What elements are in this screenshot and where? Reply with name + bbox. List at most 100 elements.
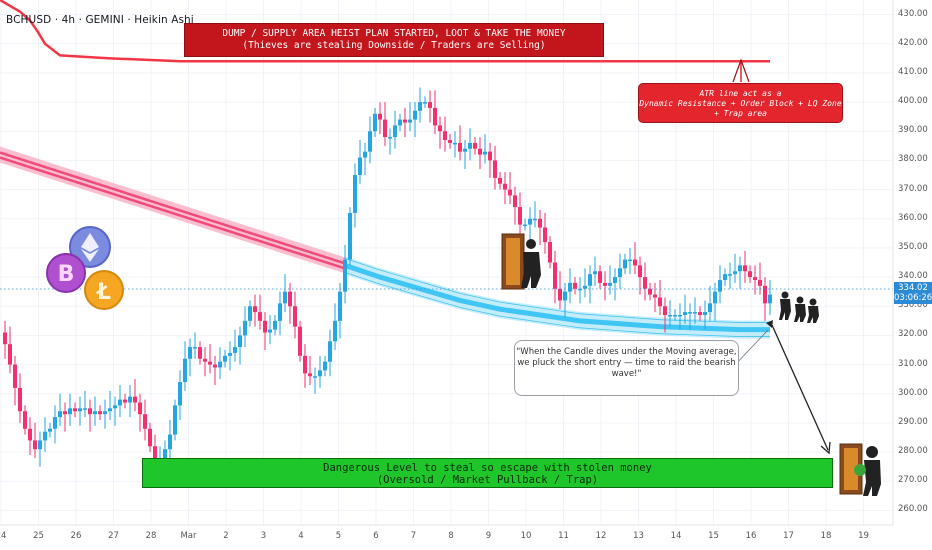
bullish-candle bbox=[483, 151, 487, 155]
y-tick-label: 330.00 bbox=[898, 300, 928, 311]
bearish-candle bbox=[153, 446, 157, 464]
ma-band bbox=[345, 256, 770, 339]
y-tick-label: 390.00 bbox=[898, 125, 928, 136]
bearish-candle bbox=[3, 332, 7, 345]
bearish-candle bbox=[123, 399, 127, 403]
bearish-candle bbox=[553, 262, 557, 289]
bullish-candle bbox=[688, 312, 692, 314]
bearish-candle bbox=[133, 396, 137, 403]
bullish-candle bbox=[613, 277, 617, 283]
bearish-candle bbox=[503, 183, 507, 190]
door-panel bbox=[506, 238, 520, 285]
bearish-candle bbox=[33, 440, 37, 450]
candles bbox=[3, 87, 772, 482]
bullish-candle bbox=[93, 411, 97, 415]
bearish-candle bbox=[138, 402, 142, 415]
bitcoin-glyph-icon: B bbox=[58, 262, 75, 287]
bullish-candle bbox=[413, 110, 417, 120]
bullish-candle bbox=[723, 274, 727, 280]
bearish-candle bbox=[513, 195, 517, 208]
bullish-candle bbox=[628, 259, 632, 262]
bearish-candle bbox=[643, 277, 647, 289]
bearish-candle bbox=[213, 364, 217, 368]
bearish-candle bbox=[258, 312, 262, 321]
bullish-candle bbox=[338, 291, 342, 321]
atr-polyline bbox=[0, 0, 770, 63]
bearish-candle bbox=[63, 411, 67, 415]
bullish-candle bbox=[673, 315, 677, 317]
bullish-candle bbox=[223, 355, 227, 362]
current-price-value: 334.02 bbox=[898, 283, 928, 293]
bearish-candle bbox=[648, 288, 652, 295]
bitcoin-coin-icon bbox=[46, 253, 86, 293]
y-tick-label: 360.00 bbox=[898, 212, 928, 223]
bullish-candle bbox=[118, 399, 122, 406]
bullish-candle bbox=[608, 282, 612, 286]
x-tick-label: 25 bbox=[33, 531, 44, 541]
bullish-candle bbox=[43, 431, 47, 441]
x-tick-label: 17 bbox=[783, 531, 794, 541]
bullish-candle bbox=[178, 382, 182, 406]
bearish-candle bbox=[548, 242, 552, 263]
bullish-candle bbox=[173, 405, 177, 435]
bearish-candle bbox=[493, 160, 497, 178]
bullish-candle bbox=[78, 408, 82, 412]
x-tick-label: 11 bbox=[558, 531, 569, 541]
bullish-candle bbox=[368, 131, 372, 152]
x-tick-label: 18 bbox=[820, 531, 832, 541]
bearish-candle bbox=[753, 277, 757, 280]
bearish-candle bbox=[23, 411, 27, 429]
litecoin-coin-icon bbox=[84, 270, 124, 310]
y-tick-label: 320.00 bbox=[898, 329, 928, 340]
bullish-candle bbox=[53, 417, 57, 429]
escape-thief-body-icon bbox=[863, 460, 881, 496]
down-arrow-head-icon bbox=[820, 441, 831, 455]
bullish-candle bbox=[48, 428, 52, 432]
bearish-candle bbox=[543, 227, 547, 243]
atr-callout-line-2: Dynamic Resistance + Order Block + LQ Zo… bbox=[639, 99, 842, 118]
escape-thief-head-icon bbox=[866, 446, 878, 458]
y-tick-label: 430.00 bbox=[898, 8, 928, 19]
ethereum-glyph-icon bbox=[81, 233, 99, 262]
bearish-candle bbox=[518, 207, 522, 225]
bearish-candle bbox=[433, 107, 437, 126]
x-tick-label: 7 bbox=[410, 531, 417, 541]
bullish-candle bbox=[398, 119, 402, 126]
x-tick-label: 12 bbox=[595, 531, 607, 541]
bearish-candle bbox=[73, 408, 77, 412]
bullish-candle bbox=[163, 449, 167, 464]
bearish-candle bbox=[438, 125, 442, 132]
quote-line-1: "When the Candle dives under the Moving … bbox=[516, 347, 737, 357]
bearish-candle bbox=[198, 347, 202, 359]
bearish-candle bbox=[308, 373, 312, 377]
x-tick-label: 26 bbox=[70, 531, 82, 541]
bullish-candle bbox=[243, 320, 247, 336]
bar-countdown: 03:06:26 bbox=[894, 293, 932, 303]
bearish-candle bbox=[633, 259, 637, 266]
bearish-candle bbox=[98, 411, 102, 415]
current-price-tag: 334.02 03:06:26 bbox=[894, 282, 932, 304]
x-tick-label: 19 bbox=[858, 531, 869, 541]
bullish-candle bbox=[228, 352, 232, 356]
y-tick-label: 410.00 bbox=[898, 66, 928, 77]
bullish-candle bbox=[563, 291, 567, 301]
bearish-candle bbox=[498, 177, 502, 184]
bullish-candle bbox=[58, 411, 62, 418]
bearish-candle bbox=[253, 306, 257, 313]
bearish-candle bbox=[288, 291, 292, 307]
bullish-candle bbox=[343, 259, 347, 292]
bullish-candle bbox=[353, 175, 357, 213]
bearish-candle bbox=[88, 408, 92, 415]
bullish-candle bbox=[618, 268, 622, 278]
bullish-candle bbox=[588, 274, 592, 286]
x-tick-label: Mar bbox=[180, 531, 197, 541]
zone-line-1: Dangerous Level to steal so escape with … bbox=[323, 462, 652, 474]
bullish-candle bbox=[713, 291, 717, 304]
bullish-candle bbox=[193, 347, 197, 349]
bullish-candle bbox=[693, 312, 697, 314]
bullish-candle bbox=[568, 282, 572, 292]
bullish-candle bbox=[423, 102, 427, 104]
symbol-title[interactable]: BCHUSD · 4h · GEMINI · Heikin Ashi bbox=[6, 14, 194, 26]
atr-callout: ATR line act as a Dynamic Resistance + O… bbox=[638, 83, 843, 123]
